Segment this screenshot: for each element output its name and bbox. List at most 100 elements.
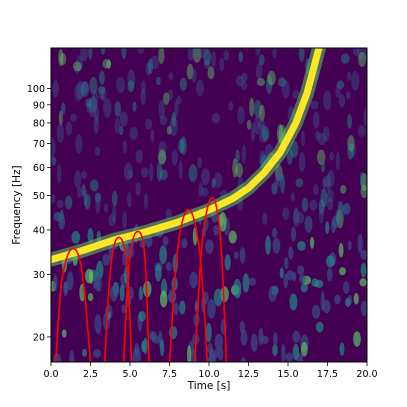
noise-blob [103,98,112,118]
noise-blob [311,304,321,319]
noise-blob [159,169,168,181]
noise-blob [84,268,94,284]
noise-blob [58,49,64,66]
noise-blob [331,215,340,229]
noise-blob [102,253,111,266]
noise-blob [278,172,284,183]
x-tick-label: 5.0 [122,369,137,380]
noise-blob [256,78,265,87]
x-tick-label: 2.5 [83,369,98,380]
noise-blob [240,329,248,346]
noise-blob [89,179,99,192]
noise-blob [89,76,98,95]
noise-blob [272,344,278,356]
noise-blob [95,275,100,292]
noise-blob [310,100,319,110]
noise-blob [64,195,73,210]
noise-blob [295,178,304,188]
noise-blob [337,201,344,213]
y-axis-label: Frequency [Hz] [11,165,23,244]
noise-blob [257,120,266,131]
noise-blob [59,52,67,66]
x-axis-label: Time [s] [187,380,231,392]
noise-blob [296,212,305,224]
noise-blob [261,124,266,134]
noise-blob [163,92,170,105]
noise-blob [292,330,301,343]
noise-blob [255,62,263,80]
noise-blob [129,126,138,140]
noise-blob [136,48,145,54]
noise-blob [100,48,106,55]
noise-blob [317,132,326,146]
noise-blob [298,152,306,172]
noise-blob [297,241,306,251]
x-tick-label: 10.0 [198,369,219,380]
noise-blob [219,57,225,72]
noise-blob [267,70,276,86]
y-tick-label: 20 [33,332,45,343]
noise-blob [254,116,261,135]
noise-blob [158,149,167,165]
noise-blob [272,237,281,254]
noise-blob [272,48,277,59]
noise-blob [197,157,202,169]
noise-blob [339,267,346,276]
noise-blob [282,207,290,220]
noise-blob [292,343,300,361]
noise-blob [94,106,99,122]
noise-blob [98,90,105,100]
noise-blob [56,164,62,184]
noise-blob [315,321,324,333]
noise-blob [326,267,333,282]
noise-blob [326,255,335,268]
noise-blob [74,83,83,101]
noise-blob [320,161,326,173]
noise-blob [127,170,133,179]
noise-blob [301,130,305,147]
noise-blob [318,204,324,224]
noise-blob [111,190,118,207]
noise-blob [61,102,66,115]
noise-blob [358,51,367,67]
noise-blob [309,199,318,211]
noise-blob [285,352,294,362]
noise-blob [272,227,278,238]
noise-blob [140,89,146,105]
noise-blob [347,143,355,160]
noise-blob [322,178,327,189]
noise-blob [75,134,83,154]
noise-blob [338,94,346,108]
noise-blob [85,98,92,107]
noise-blob [347,113,352,129]
noise-blob [345,91,351,100]
noise-blob [242,273,250,293]
noise-blob [84,194,91,210]
noise-blob [122,211,127,229]
chirp-track-layer [51,48,327,267]
noise-blob [169,116,178,137]
noise-blob [150,129,155,143]
noise-blob [288,246,294,260]
noise-blob [151,331,158,342]
noise-blob [363,107,367,127]
noise-blob [213,224,220,236]
noise-blob [148,58,153,75]
noise-blob [284,256,289,270]
noise-blob [280,174,285,194]
noise-blob [119,284,125,302]
noise-blob [178,160,183,179]
noise-blob [341,53,350,64]
noise-blob [241,144,247,164]
noise-blob [108,214,116,227]
noise-blob [94,192,102,203]
noise-blob [97,86,106,94]
noise-blob [278,77,286,87]
noise-blob [199,48,208,59]
noise-blob [135,182,141,196]
noise-blob [235,149,240,163]
noise-blob [141,340,146,353]
noise-blob [58,214,66,230]
noise-blob [239,247,246,264]
x-tick-label: 15.0 [277,369,298,380]
